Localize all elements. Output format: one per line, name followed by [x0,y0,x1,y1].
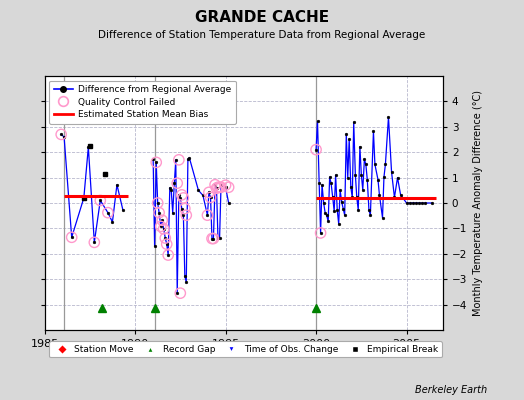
Text: Difference of Station Temperature Data from Regional Average: Difference of Station Temperature Data f… [99,30,425,40]
Legend: Difference from Regional Average, Quality Control Failed, Estimated Station Mean: Difference from Regional Average, Qualit… [49,80,236,124]
Point [215,184,224,190]
Point [214,184,222,190]
Text: GRANDE CACHE: GRANDE CACHE [195,10,329,25]
Point [162,241,171,247]
Point [212,185,221,192]
Point [221,182,230,188]
Point [174,157,183,163]
Point [181,205,189,212]
Point [203,212,212,218]
Point [206,194,215,201]
Point [224,184,233,190]
Point [57,131,66,138]
Point [158,217,167,224]
Point [316,230,325,236]
Point [159,226,168,232]
Point [155,210,163,216]
Point [96,197,104,204]
Point [182,212,190,218]
Point [173,180,181,186]
Point [68,234,76,240]
Point [154,200,162,206]
Text: Berkeley Earth: Berkeley Earth [415,385,487,395]
Point [208,235,216,242]
Y-axis label: Monthly Temperature Anomaly Difference (°C): Monthly Temperature Anomaly Difference (… [473,90,483,316]
Point [164,252,172,258]
Point [312,146,320,153]
Point [176,290,184,296]
Point [211,182,219,188]
Legend: Station Move, Record Gap, Time of Obs. Change, Empirical Break: Station Move, Record Gap, Time of Obs. C… [49,341,442,358]
Point [157,223,165,230]
Point [209,235,217,242]
Point [178,192,186,198]
Point [104,210,112,216]
Point [179,195,188,201]
Point [205,189,213,196]
Point [217,184,225,190]
Point [90,239,99,246]
Point [161,235,169,241]
Point [152,159,160,166]
